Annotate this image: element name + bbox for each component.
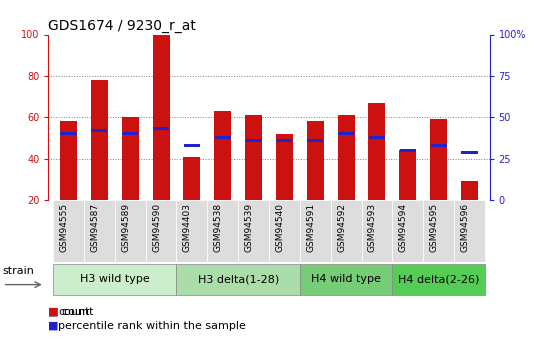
Text: GSM94592: GSM94592 <box>337 203 346 252</box>
Text: ■: ■ <box>48 307 59 317</box>
FancyBboxPatch shape <box>176 200 207 262</box>
Bar <box>277 139 293 142</box>
Text: GSM94403: GSM94403 <box>183 203 192 252</box>
FancyBboxPatch shape <box>146 200 176 262</box>
Text: H4 delta(2-26): H4 delta(2-26) <box>398 275 479 284</box>
Bar <box>245 115 262 200</box>
Bar <box>245 139 261 142</box>
FancyBboxPatch shape <box>392 264 485 295</box>
Text: GSM94555: GSM94555 <box>60 203 68 252</box>
FancyBboxPatch shape <box>300 200 331 262</box>
Bar <box>183 157 200 200</box>
Text: ■: ■ <box>48 321 59 331</box>
Bar <box>369 103 385 200</box>
FancyBboxPatch shape <box>300 264 392 295</box>
FancyBboxPatch shape <box>269 200 300 262</box>
Bar <box>400 149 416 152</box>
Text: GSM94596: GSM94596 <box>461 203 470 252</box>
Bar <box>399 150 416 200</box>
Text: H4 wild type: H4 wild type <box>311 275 381 284</box>
Bar <box>153 127 169 130</box>
FancyBboxPatch shape <box>207 200 238 262</box>
Bar <box>60 132 76 136</box>
Text: GSM94589: GSM94589 <box>121 203 130 252</box>
Bar <box>369 136 385 139</box>
Text: GSM94540: GSM94540 <box>275 203 285 252</box>
FancyBboxPatch shape <box>331 200 362 262</box>
Text: GSM94590: GSM94590 <box>152 203 161 252</box>
Bar <box>461 181 478 200</box>
Bar <box>91 129 108 132</box>
Text: H3 wild type: H3 wild type <box>80 275 150 284</box>
FancyBboxPatch shape <box>84 200 115 262</box>
Bar <box>184 144 200 147</box>
Bar <box>338 115 355 200</box>
Bar <box>462 150 478 154</box>
Bar <box>122 117 139 200</box>
FancyBboxPatch shape <box>454 200 485 262</box>
Text: GSM94587: GSM94587 <box>90 203 100 252</box>
FancyBboxPatch shape <box>392 200 423 262</box>
Text: GSM94593: GSM94593 <box>368 203 377 252</box>
Text: GDS1674 / 9230_r_at: GDS1674 / 9230_r_at <box>48 19 196 33</box>
Bar <box>215 136 231 139</box>
Bar <box>214 111 231 200</box>
Bar <box>153 34 169 200</box>
Text: GSM94591: GSM94591 <box>306 203 315 252</box>
Bar <box>91 80 108 200</box>
Text: GSM94595: GSM94595 <box>430 203 438 252</box>
FancyBboxPatch shape <box>53 264 176 295</box>
Bar <box>122 132 138 136</box>
Text: strain: strain <box>3 266 34 276</box>
FancyBboxPatch shape <box>238 200 269 262</box>
Bar <box>338 132 354 136</box>
Bar <box>307 121 324 200</box>
Bar <box>430 144 447 147</box>
FancyBboxPatch shape <box>115 200 146 262</box>
Text: percentile rank within the sample: percentile rank within the sample <box>58 321 246 331</box>
FancyBboxPatch shape <box>176 264 300 295</box>
Text: GSM94594: GSM94594 <box>399 203 408 252</box>
Bar <box>60 121 77 200</box>
Bar <box>276 134 293 200</box>
Bar <box>307 139 323 142</box>
FancyBboxPatch shape <box>423 200 454 262</box>
Text: count: count <box>58 307 90 317</box>
Bar <box>430 119 447 200</box>
FancyBboxPatch shape <box>362 200 392 262</box>
FancyBboxPatch shape <box>53 200 84 262</box>
Text: H3 delta(1-28): H3 delta(1-28) <box>197 275 279 284</box>
Text: GSM94539: GSM94539 <box>245 203 253 252</box>
Text: ■ count: ■ count <box>48 307 94 317</box>
Text: GSM94538: GSM94538 <box>214 203 223 252</box>
